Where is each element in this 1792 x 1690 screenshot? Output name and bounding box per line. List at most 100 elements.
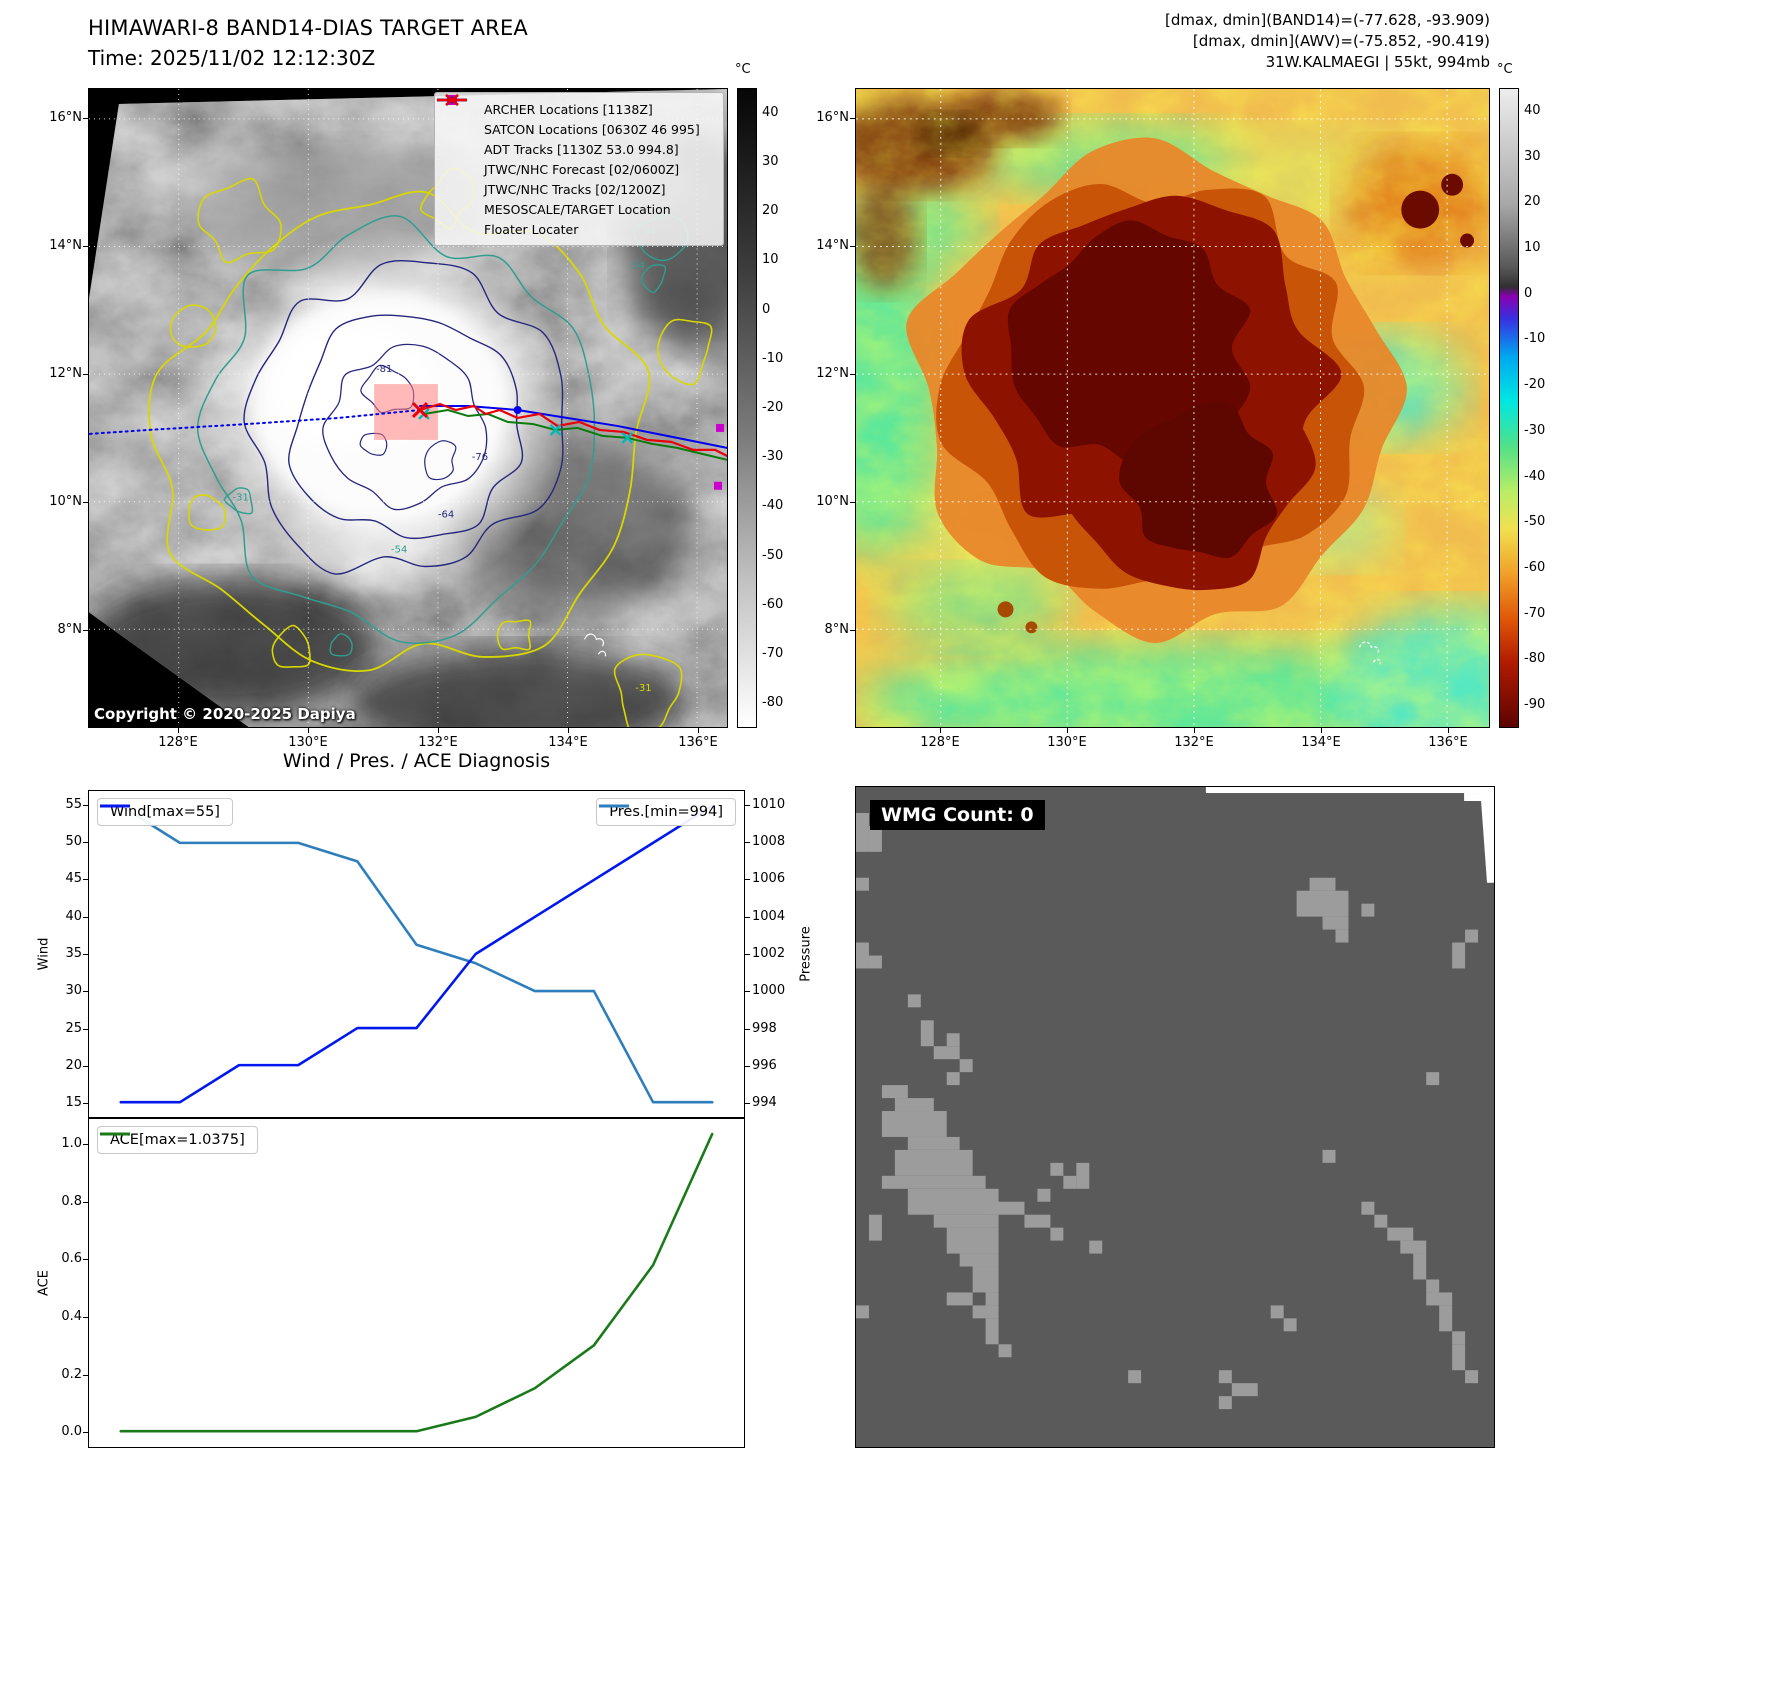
wmg-map <box>856 787 1494 1410</box>
wind-legend-label: Wind[max=55] <box>110 804 220 820</box>
contour-line <box>271 624 311 668</box>
jtwc-forecast-track <box>89 408 421 435</box>
lat-tick-label: 8°N <box>824 622 850 637</box>
colorbar-tick-label: -10 <box>762 350 784 366</box>
contour-line <box>197 177 282 264</box>
floater-track <box>418 402 727 457</box>
pressure-ytick-label: 1004 <box>752 908 786 924</box>
lat-tick-label: 12°N <box>49 366 82 381</box>
pressure-axis-label: Pressure <box>798 926 814 982</box>
lat-tick-mark <box>83 374 88 375</box>
wind-ytick-mark <box>83 804 88 806</box>
header-line: [dmax, dmin](BAND14)=(-77.628, -93.909) <box>1165 11 1490 29</box>
colorbar-tick-label: -60 <box>762 596 784 612</box>
colorbar-unit: °C <box>1497 62 1513 77</box>
adt-track <box>422 408 727 461</box>
colorbar-tick-label: -80 <box>1524 651 1546 667</box>
colorbar-tick-label: 30 <box>762 153 779 169</box>
pressure-ytick-label: 1010 <box>752 796 786 812</box>
wind-ytick-label: 15 <box>65 1095 82 1111</box>
lat-tick-mark <box>83 118 88 119</box>
ace-ytick-label: 0.2 <box>61 1366 82 1382</box>
pressure-ytick-label: 1000 <box>752 983 786 999</box>
wmg-count-label: WMG Count: 0 <box>870 800 1045 830</box>
wind-ytick-label: 20 <box>65 1057 82 1073</box>
contour-line <box>188 494 227 531</box>
pressure-legend: Pres.[min=994] <box>596 798 736 826</box>
lon-tick-mark <box>178 728 179 733</box>
legend-item: ADT Tracks [1130Z 53.0 994.8] <box>437 98 715 159</box>
colorbar-tick-label: 10 <box>762 252 779 268</box>
colorbar-tick-label: -10 <box>1524 331 1546 347</box>
pressure-ytick-mark <box>745 1103 750 1105</box>
lon-tick-mark <box>1067 728 1068 733</box>
right-map-header: [dmax, dmin](BAND14)=(-77.628, -93.909) [… <box>1165 10 1490 73</box>
lon-tick-label: 136°E <box>1428 735 1468 750</box>
island-coastline <box>1358 641 1382 665</box>
lon-tick-label: 136°E <box>678 735 718 750</box>
colorbar-tick-label: -50 <box>762 547 784 563</box>
lon-tick-label: 130°E <box>1047 735 1087 750</box>
legend-label: SATCON Locations [0630Z 46 995] <box>484 121 700 137</box>
ace-legend: ACE[max=1.0375] <box>97 1126 258 1154</box>
satcon-x-marker <box>621 432 634 444</box>
ace-ytick-mark <box>83 1201 88 1203</box>
colorbar-tick-label: -30 <box>1524 422 1546 438</box>
legend-label: Floater Locater <box>484 221 579 237</box>
contour-line <box>223 487 254 515</box>
colorbar-tick-label: -30 <box>762 449 784 465</box>
lat-tick-mark <box>83 630 88 631</box>
legend-label: MESOSCALE/TARGET Location <box>484 201 671 217</box>
header-line: 31W.KALMAEGI | 55kt, 994mb <box>1265 53 1490 71</box>
wind-ytick-mark <box>83 954 88 955</box>
awv-satellite-image <box>856 89 1489 727</box>
lat-tick-label: 14°N <box>816 238 849 253</box>
ace-axis-label: ACE <box>36 1270 52 1296</box>
ace-legend-sample <box>100 1132 130 1136</box>
contour-line <box>329 633 353 657</box>
lon-tick-mark <box>568 728 569 733</box>
contour-label: -31 <box>635 683 651 694</box>
colorbar-tick-label: 0 <box>1524 285 1533 301</box>
archer-square-marker <box>714 481 723 490</box>
lon-tick-label: 134°E <box>548 735 588 750</box>
colorbar-tick-label: -40 <box>762 498 784 514</box>
colorbar-tick-label: -20 <box>762 400 784 415</box>
pressure-ytick-label: 1002 <box>752 946 786 961</box>
lon-tick-mark <box>1448 728 1449 733</box>
lat-tick-label: 16°N <box>49 110 82 125</box>
temperature-contours <box>148 167 713 727</box>
ace-ytick-label: 0.6 <box>61 1251 82 1267</box>
ace-line <box>119 1132 714 1433</box>
wind-ytick-mark <box>83 916 88 918</box>
legend-item: JTWC/NHC Tracks [02/1200Z] <box>437 96 715 199</box>
ace-ytick-label: 0.8 <box>61 1193 82 1209</box>
lat-tick-label: 10°N <box>816 494 849 509</box>
wind-ytick-mark <box>83 842 88 844</box>
wmg-count-panel: WMG Count: 0 <box>855 786 1495 1448</box>
awv-colorbar <box>1499 88 1519 728</box>
pressure-ytick-label: 996 <box>752 1057 777 1073</box>
pressure-legend-sample <box>599 804 630 808</box>
legend-item: MESOSCALE/TARGET Location <box>443 94 715 219</box>
left-map-subtitle: Time: 2025/11/02 12:12:30Z <box>88 46 376 70</box>
wind-ytick-label: 30 <box>65 983 82 999</box>
lon-tick-label: 128°E <box>158 735 198 750</box>
colorbar-tick-label: 20 <box>762 203 779 219</box>
ace-ytick-label: 1.0 <box>61 1135 82 1151</box>
jtwc-position-dot <box>513 406 522 414</box>
contour-line <box>169 304 217 348</box>
copyright: Copyright © 2020-2025 Dapiya <box>94 705 356 723</box>
legend-label: ADT Tracks [1130Z 53.0 994.8] <box>484 141 679 157</box>
archer-square-marker <box>716 423 725 432</box>
colorbar-tick-label: 40 <box>1524 102 1541 118</box>
colorbar-tick-label: -80 <box>762 695 784 711</box>
wind-legend-sample <box>100 804 130 808</box>
lat-tick-mark <box>83 502 88 503</box>
colorbar-tick-label: -20 <box>1524 377 1546 393</box>
ace-chart: ACE[max=1.0375] <box>88 1118 745 1448</box>
legend-item: SATCON Locations [0630Z 46 995] <box>443 94 715 139</box>
colorbar-tick-label: 30 <box>1524 148 1541 164</box>
pressure-ytick-label: 998 <box>752 1020 777 1036</box>
contour-label: -64 <box>438 510 454 521</box>
